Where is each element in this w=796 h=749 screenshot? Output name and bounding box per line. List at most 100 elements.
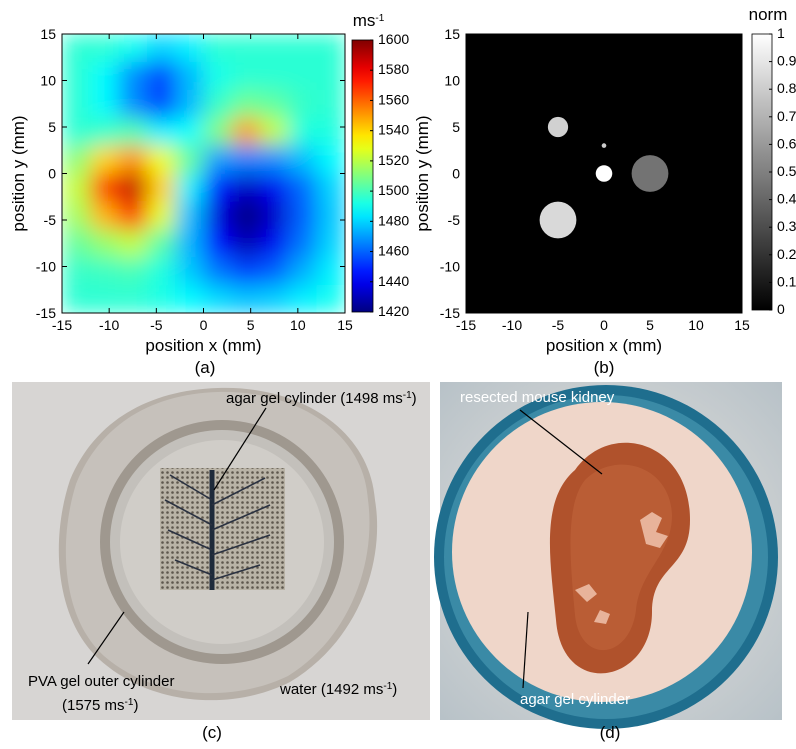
y-tick-label: 0 [48, 166, 56, 182]
colorbar-tick-label: 1600 [378, 31, 409, 47]
heat-cell [260, 117, 289, 147]
colorbar-tick-label: 1480 [378, 212, 409, 228]
heat-cell [146, 201, 176, 230]
heat-cell [231, 145, 261, 174]
y-tick-label: 15 [40, 26, 56, 42]
heatmap-cells [62, 34, 346, 314]
heat-cell [231, 34, 261, 63]
annotation-text: ) [133, 697, 138, 714]
heat-cell [146, 34, 176, 63]
heat-cell [146, 285, 176, 314]
y-tick-label: -15 [440, 305, 460, 321]
colorbar-tick-label: 0.9 [777, 53, 796, 69]
heat-cell [316, 285, 346, 314]
label-text: norm [749, 5, 788, 24]
heat-cell [316, 34, 346, 63]
heat-cell [203, 34, 233, 63]
heat-cell [231, 89, 261, 119]
heat-cell [316, 145, 346, 174]
annotation-text: PVA gel outer cylinder [28, 673, 174, 690]
colorbar-label: ms-1 [353, 11, 385, 30]
heat-cell [203, 285, 233, 314]
x-tick-label: 10 [688, 317, 704, 333]
heat-cell [260, 173, 289, 202]
x-tick-label: 5 [646, 317, 654, 333]
heat-cell [316, 61, 346, 91]
heat-cell [175, 229, 204, 258]
heat-cell [316, 229, 346, 258]
heat-cell [175, 117, 204, 147]
heat-cell [62, 285, 91, 314]
x-tick-label: 5 [247, 317, 255, 333]
photo-d [434, 382, 782, 729]
heat-cell [316, 173, 346, 202]
x-tick-label: -15 [52, 317, 72, 333]
heat-cell [203, 117, 233, 147]
annotation-sup: -1 [383, 681, 392, 692]
x-tick-label: 0 [200, 317, 208, 333]
y-tick-label: -10 [440, 259, 460, 275]
annotation-text: ) [412, 390, 417, 407]
heat-cell [260, 34, 289, 63]
y-tick-label: 0 [452, 166, 460, 182]
heat-cell [62, 173, 91, 202]
heat-cell [62, 229, 91, 258]
heat-cell [260, 257, 289, 286]
heat-cell [260, 145, 289, 174]
heat-cell [288, 257, 318, 286]
heat-cell [175, 34, 204, 63]
heat-cell [90, 89, 120, 119]
heat-cell [146, 61, 176, 91]
heat-cell [175, 285, 204, 314]
heat-cell [146, 173, 176, 202]
panel-caption: (b) [594, 358, 615, 377]
heat-cell [62, 34, 91, 63]
colorbar-tick-label: 1580 [378, 61, 409, 77]
y-tick-label: -15 [36, 305, 56, 321]
heat-cell [90, 173, 120, 202]
heat-cell [288, 229, 318, 258]
colorbar-tick-label: 1540 [378, 122, 409, 138]
heat-cell [175, 145, 204, 174]
disc [547, 116, 569, 138]
heat-cell [316, 257, 346, 286]
heat-cell [118, 229, 148, 258]
heat-cell [203, 145, 233, 174]
heat-cell [231, 61, 261, 91]
heat-cell [90, 145, 120, 174]
colorbar-tick-label: 1440 [378, 273, 409, 289]
y-axis-label: position y (mm) [413, 115, 432, 231]
heat-cell [316, 89, 346, 119]
x-tick-label: -10 [502, 317, 522, 333]
heat-cell [288, 201, 318, 230]
heat-cell [260, 201, 289, 230]
colorbar-tick-label: 0 [777, 301, 785, 317]
heat-cell [62, 145, 91, 174]
x-tick-label: 15 [734, 317, 750, 333]
heat-cell [118, 89, 148, 119]
colorbar-tick-label: 0.7 [777, 108, 796, 124]
colorbar-tick-label: 0.2 [777, 246, 796, 262]
x-tick-label: 10 [290, 317, 306, 333]
annotation: water (1492 ms-1) [279, 681, 397, 699]
heat-cell [62, 117, 91, 147]
heat-cell [231, 117, 261, 147]
heat-cell [231, 257, 261, 286]
colorbar-tick-label: 1460 [378, 243, 409, 259]
colorbar [351, 39, 374, 313]
heat-cell [231, 285, 261, 314]
heat-cell [231, 173, 261, 202]
panel-caption: (a) [195, 358, 216, 377]
x-tick-label: -5 [552, 317, 565, 333]
heat-cell [203, 257, 233, 286]
heat-cell [316, 201, 346, 230]
y-axis-label: position y (mm) [9, 115, 28, 231]
heat-cell [203, 173, 233, 202]
y-tick-label: -5 [448, 212, 461, 228]
annotation: agar gel cylinder (1498 ms-1) [226, 390, 417, 408]
colorbar-tick-label: 0.1 [777, 273, 796, 289]
colorbar-tick-label: 1 [777, 25, 785, 41]
heat-cell [118, 34, 148, 63]
annotation-text: agar gel cylinder [520, 691, 630, 708]
